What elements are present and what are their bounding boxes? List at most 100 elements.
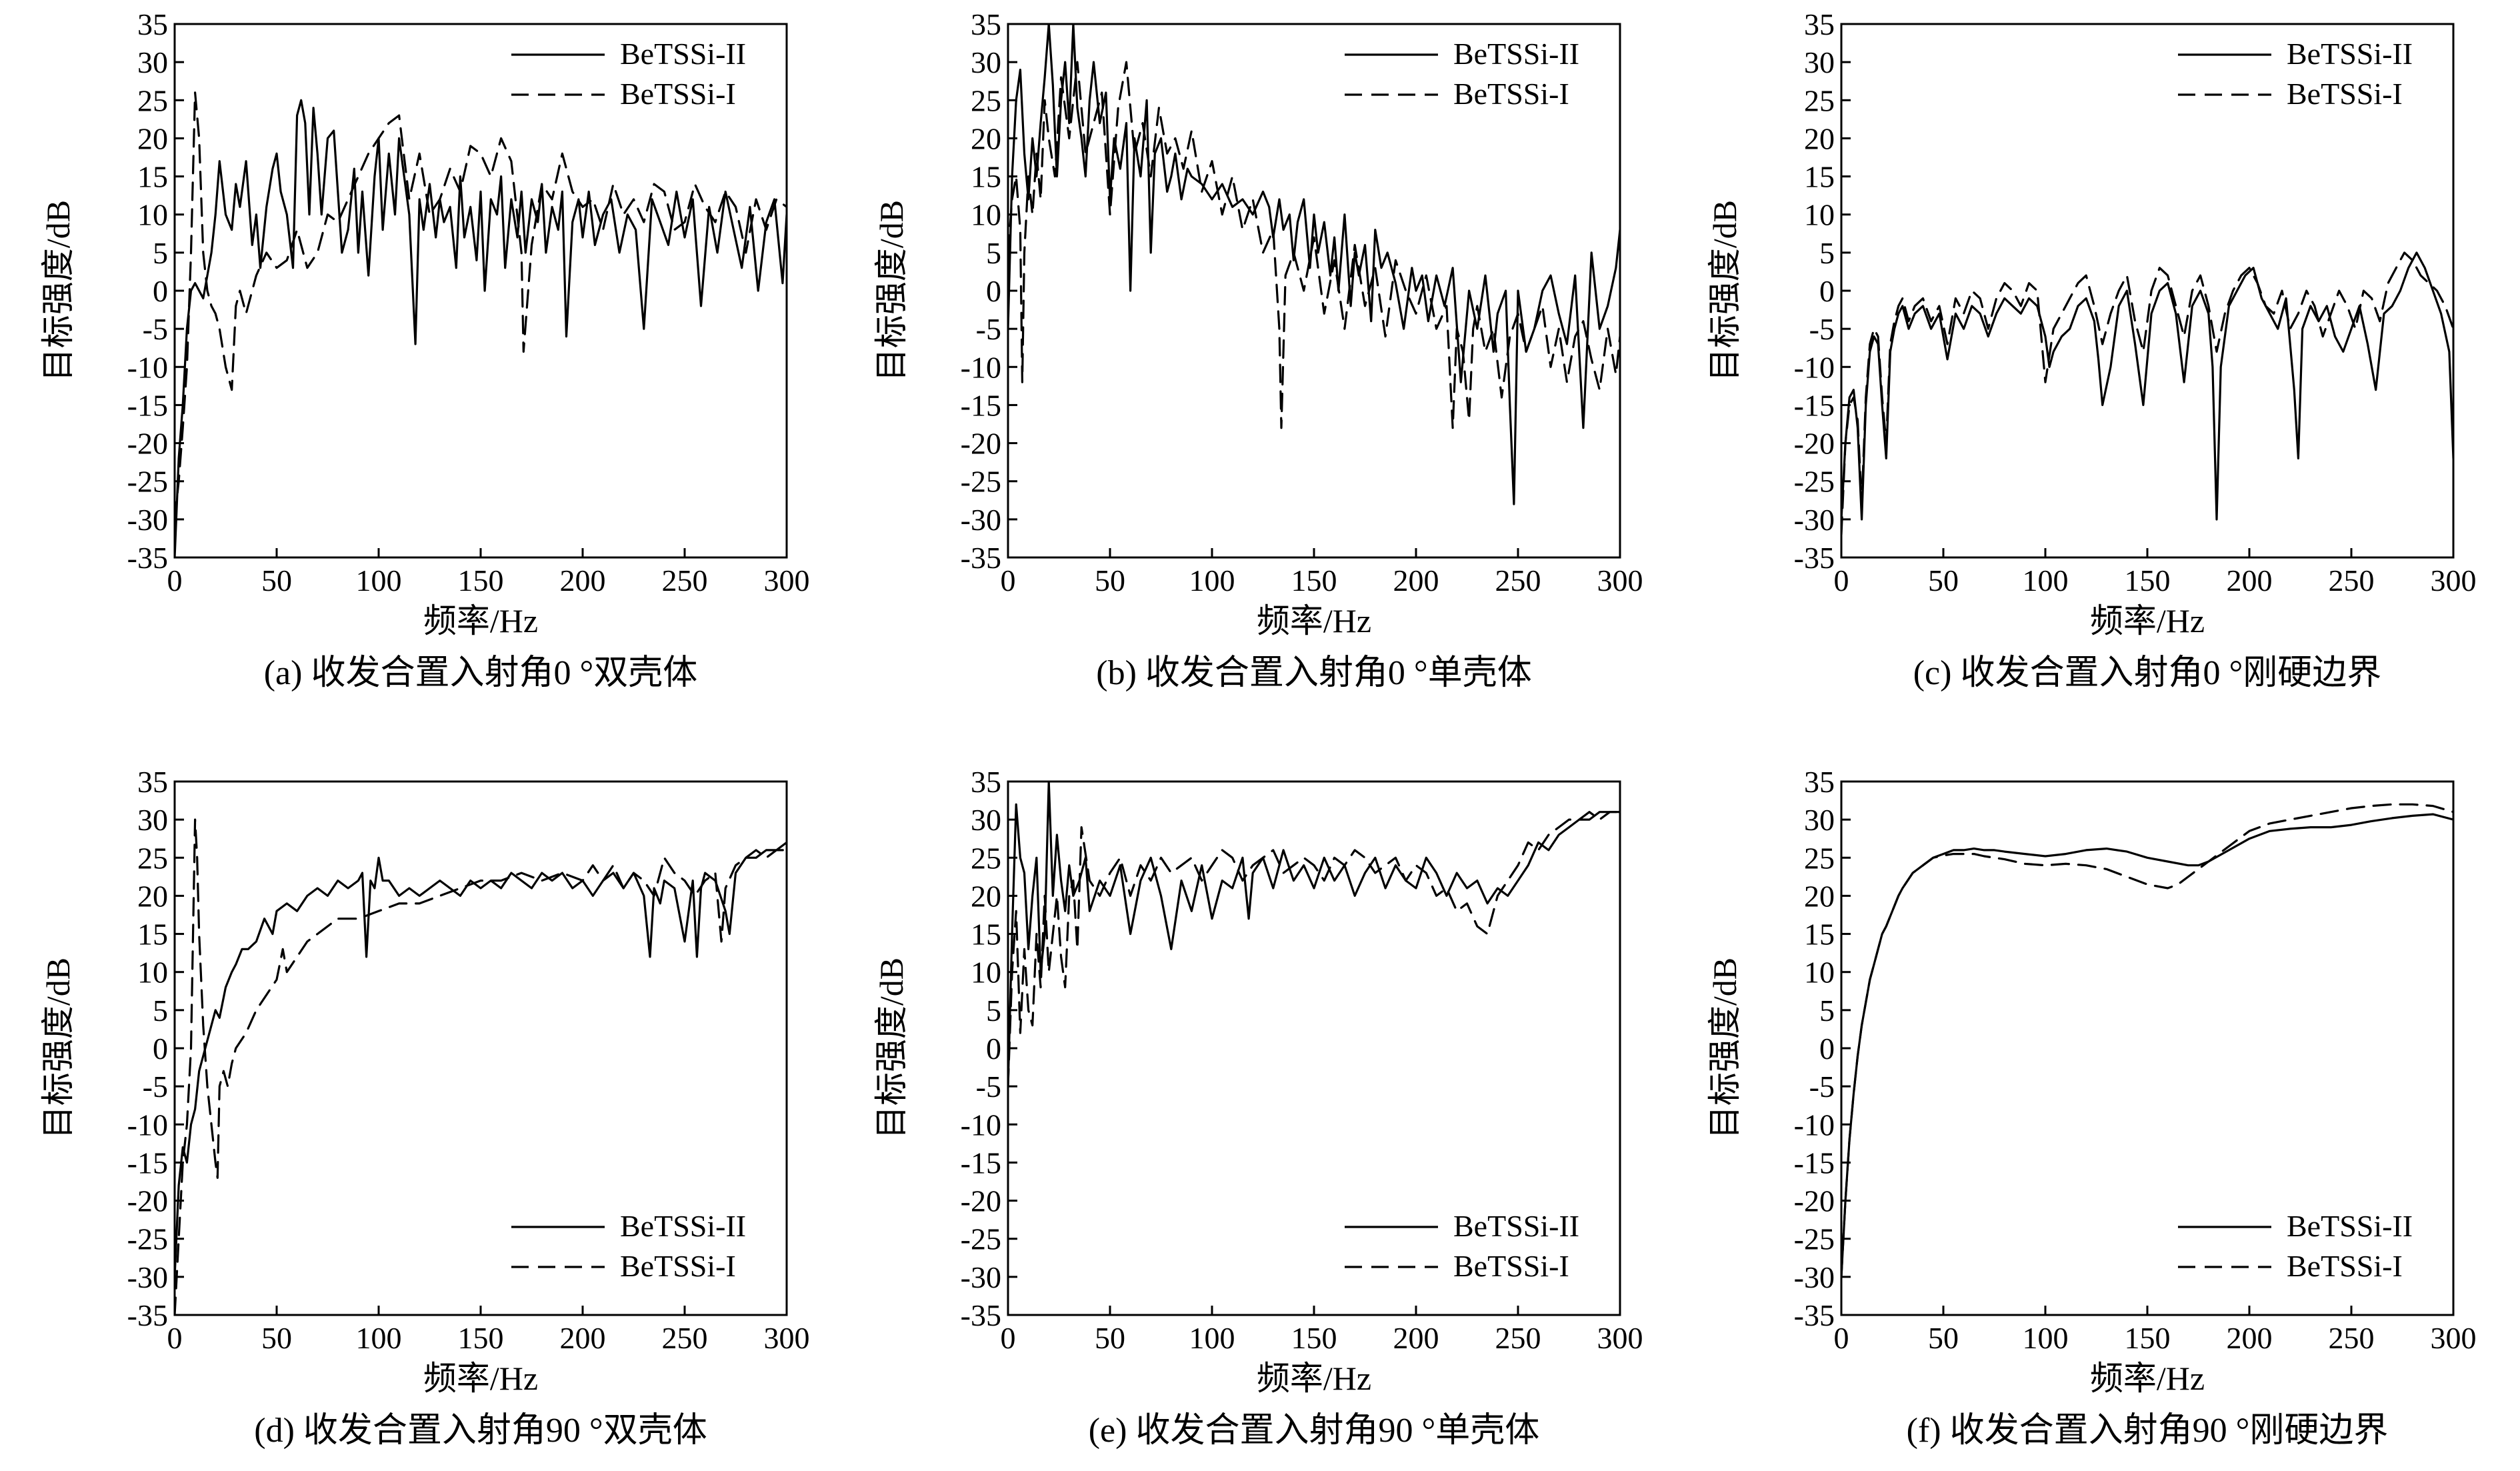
- y-tick-label: -5: [976, 312, 1001, 346]
- legend-label: BeTSSi-I: [2287, 77, 2403, 111]
- legend: BeTSSi-II BeTSSi-I: [1345, 1209, 1579, 1283]
- y-tick-label: -20: [1794, 427, 1835, 461]
- y-tick-label: 5: [153, 994, 168, 1028]
- y-tick-label: -15: [961, 388, 1001, 422]
- y-tick-label: 15: [1804, 160, 1835, 194]
- y-tick-label: 10: [137, 198, 168, 232]
- x-axis-title: 频率/Hz: [1257, 602, 1371, 639]
- y-tick-label: -10: [1794, 350, 1835, 384]
- y-tick-label: 15: [137, 160, 168, 194]
- legend-label: BeTSSi-II: [620, 1209, 746, 1243]
- y-tick-label: -25: [127, 465, 168, 499]
- y-tick-label: 30: [137, 45, 168, 79]
- legend: BeTSSi-II BeTSSi-I: [2178, 1209, 2413, 1283]
- series-betssi-i-line: [1841, 803, 2453, 1278]
- y-tick-label: 5: [986, 994, 1001, 1028]
- series-betssi-i-line: [175, 91, 787, 521]
- x-tick-label: 250: [2329, 1321, 2375, 1355]
- x-tick-label: 0: [1001, 563, 1016, 597]
- plot-frame: [1840, 780, 2455, 1316]
- y-tick-label: -5: [1809, 312, 1835, 346]
- panel-caption: (f) 收发合置入射角90 °刚硬边界: [1907, 1412, 2389, 1450]
- y-tick-label: -30: [961, 1260, 1001, 1294]
- x-tick-label: 300: [1597, 563, 1643, 597]
- y-tick-label: 30: [137, 803, 168, 837]
- y-tick-label: -30: [961, 503, 1001, 537]
- y-tick-label: 20: [137, 121, 168, 155]
- y-tick-label: -25: [127, 1222, 168, 1256]
- x-tick-label: 50: [1928, 563, 1959, 597]
- y-tick-label: -30: [127, 503, 168, 537]
- y-tick-label: 20: [1804, 121, 1835, 155]
- plot-frame: [173, 23, 788, 559]
- y-axis-title: 目标强度/dB: [39, 200, 77, 381]
- y-tick-label: 5: [986, 236, 1001, 270]
- legend-label: BeTSSi-I: [620, 1249, 736, 1283]
- series-betssi-ii-line: [1008, 782, 1620, 1088]
- y-tick-label: -35: [1794, 1298, 1835, 1332]
- x-tick-label: 50: [261, 563, 292, 597]
- y-tick-label: 35: [1804, 7, 1835, 41]
- y-tick-label: 25: [971, 83, 1001, 117]
- x-tick-label: 0: [167, 1321, 183, 1355]
- legend-label: BeTSSi-I: [1453, 1249, 1569, 1283]
- y-tick-label: -25: [961, 465, 1001, 499]
- y-tick-label: -20: [961, 427, 1001, 461]
- y-tick-label: 10: [971, 956, 1001, 990]
- x-tick-label: 150: [2125, 563, 2171, 597]
- y-tick-label: -30: [127, 1260, 168, 1294]
- y-tick-label: -30: [1794, 1260, 1835, 1294]
- y-tick-label: -35: [961, 1298, 1001, 1332]
- x-tick-label: 300: [1597, 1321, 1643, 1355]
- y-tick-label: 35: [1804, 765, 1835, 799]
- x-tick-label: 200: [2227, 563, 2273, 597]
- y-tick-label: 0: [153, 274, 168, 308]
- x-axis-title: 频率/Hz: [423, 602, 538, 639]
- panel-f: 0 50 100 150 200 250 300 -35 -30 -25 -20 -15 -10 -5 0 5…: [1706, 765, 2477, 1450]
- y-tick-label: -5: [976, 1070, 1001, 1104]
- y-tick-label: -10: [1794, 1108, 1835, 1142]
- series-betssi-ii-line: [1008, 24, 1620, 505]
- x-tick-label: 50: [1928, 1321, 1959, 1355]
- panel-caption: (e) 收发合置入射角90 °单壳体: [1089, 1412, 1540, 1450]
- x-tick-label: 300: [764, 563, 810, 597]
- y-tick-label: 30: [971, 803, 1001, 837]
- y-tick-label: 10: [137, 956, 168, 990]
- y-tick-label: -15: [127, 1146, 168, 1180]
- y-tick-label: -15: [961, 1146, 1001, 1180]
- x-tick-label: 100: [1189, 1321, 1235, 1355]
- x-tick-label: 250: [2329, 563, 2375, 597]
- y-tick-label: 0: [1819, 1032, 1835, 1066]
- x-tick-label: 50: [261, 1321, 292, 1355]
- y-axis-title: 目标强度/dB: [39, 958, 77, 1139]
- legend-label: BeTSSi-II: [1453, 37, 1579, 71]
- x-tick-label: 150: [1291, 1321, 1337, 1355]
- y-tick-label: 25: [137, 83, 168, 117]
- y-tick-label: -15: [1794, 1146, 1835, 1180]
- y-tick-label: 5: [153, 236, 168, 270]
- y-tick-label: 5: [1819, 994, 1835, 1028]
- y-tick-label: 10: [971, 198, 1001, 232]
- panel-d: 0 50 100 150 200 250 300 -35 -30 -25 -20 -15 -10 -5 0 5…: [39, 765, 810, 1450]
- x-tick-label: 300: [2431, 563, 2477, 597]
- series-betssi-ii-line: [1841, 813, 2453, 1278]
- x-tick-label: 100: [1189, 563, 1235, 597]
- y-tick-label: 30: [1804, 45, 1835, 79]
- plot-frame: [1840, 23, 2455, 559]
- series-betssi-ii-line: [175, 99, 787, 557]
- x-tick-label: 200: [1393, 1321, 1439, 1355]
- x-tick-label: 200: [560, 1321, 606, 1355]
- plot-frame: [1007, 23, 1621, 559]
- x-tick-label: 50: [1095, 563, 1125, 597]
- y-tick-label: 30: [971, 45, 1001, 79]
- series-betssi-i-line: [1008, 61, 1620, 429]
- legend: BeTSSi-II BeTSSi-I: [511, 1209, 746, 1283]
- y-tick-label: 20: [971, 121, 1001, 155]
- panel-a: 0 50 100 150 200 250 300 -35 -30 -25 -20 -15 -10 -5 0 5…: [39, 7, 810, 692]
- y-tick-label: -35: [961, 541, 1001, 575]
- y-tick-label: 25: [137, 841, 168, 875]
- y-tick-label: 25: [971, 841, 1001, 875]
- x-tick-label: 200: [1393, 563, 1439, 597]
- x-tick-label: 150: [458, 1321, 504, 1355]
